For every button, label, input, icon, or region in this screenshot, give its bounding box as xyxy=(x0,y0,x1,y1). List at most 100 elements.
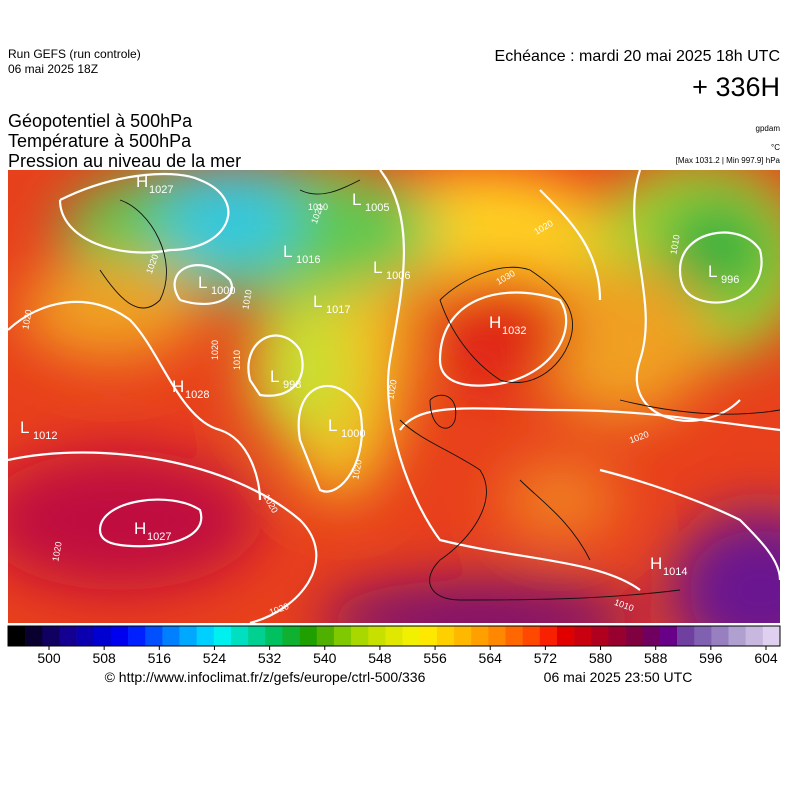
center-value: 1006 xyxy=(386,270,410,282)
colorbar-label: 580 xyxy=(589,650,613,666)
center-type: L xyxy=(373,258,382,277)
colorbar-swatch xyxy=(162,626,180,646)
colorbar-swatch xyxy=(8,626,26,646)
colorbar-label: 548 xyxy=(368,650,392,666)
colorbar-swatch xyxy=(213,626,232,646)
map xyxy=(8,170,780,623)
colorbar-swatch xyxy=(145,626,163,646)
center-value: 996 xyxy=(721,274,739,286)
colorbar-label: 516 xyxy=(148,650,172,666)
center-type: L xyxy=(708,262,717,281)
run: Run GEFS (run controle) xyxy=(8,47,141,61)
center-type: H xyxy=(134,519,146,538)
isobar-label: 1020 xyxy=(210,340,220,360)
center-value: 998 xyxy=(283,379,301,391)
colorbar-swatch xyxy=(316,626,335,646)
colorbar-swatch xyxy=(642,626,661,646)
center-value: 1012 xyxy=(33,430,57,442)
colorbar-swatch xyxy=(128,626,146,646)
center-type: L xyxy=(313,292,322,311)
center-type: H xyxy=(489,313,501,332)
colorbar-swatch xyxy=(248,626,266,646)
colorbar-swatch xyxy=(745,626,764,646)
colorbar-swatch xyxy=(25,626,43,646)
isobar-label: 1010 xyxy=(308,202,328,212)
colorbar-swatch xyxy=(110,626,129,646)
colorbar-swatch xyxy=(711,626,729,646)
colorbar-label: 556 xyxy=(423,650,447,666)
unit: °C xyxy=(771,143,780,152)
colorbar-label: 596 xyxy=(699,650,723,666)
center-type: H xyxy=(650,554,662,573)
colorbar-label: 564 xyxy=(479,650,503,666)
colorbar-frame xyxy=(7,625,781,647)
center-type: L xyxy=(283,242,292,261)
center-type: H xyxy=(172,377,184,396)
isobar-label: 1010 xyxy=(240,289,253,310)
lead-time: + 336H xyxy=(692,72,780,102)
colorbar-swatch xyxy=(231,626,249,646)
colorbar-swatch xyxy=(385,626,403,646)
center-value: 1016 xyxy=(296,254,320,266)
source-url: © http://www.infoclimat.fr/z/gefs/europe… xyxy=(105,669,426,685)
run-date: 06 mai 2025 18Z xyxy=(8,62,98,76)
center-value: 1000 xyxy=(341,428,365,440)
colorbar-label: 508 xyxy=(92,650,116,666)
colorbar-label: 588 xyxy=(644,650,668,666)
center-type: L xyxy=(352,190,361,209)
colorbar-swatch xyxy=(299,626,318,646)
isobar-label: 1020 xyxy=(385,379,398,400)
center-value: 1017 xyxy=(326,304,350,316)
colorbar-swatch xyxy=(368,626,386,646)
center-value: 1014 xyxy=(663,566,687,578)
colorbar-swatch xyxy=(574,626,592,646)
timestamp: 06 mai 2025 23:50 UTC xyxy=(544,669,693,685)
field: Géopotentiel à 500hPa xyxy=(8,111,193,131)
colorbar: 500 508 516 524 532 540 548 556 564 572 580 588 596 6… xyxy=(7,625,781,666)
center-value: 1028 xyxy=(185,389,209,401)
colorbar-swatch xyxy=(402,626,421,646)
field: Pression au niveau de la mer xyxy=(8,151,241,171)
isobar-label: 1010 xyxy=(668,234,681,255)
colorbar-swatch xyxy=(436,626,455,646)
colorbar-swatch xyxy=(762,626,781,646)
colorbar-label: 572 xyxy=(534,650,558,666)
colorbar-swatch xyxy=(282,626,300,646)
isobar-label: 1020 xyxy=(50,541,63,562)
colorbar-swatch xyxy=(591,626,609,646)
center-value: 1027 xyxy=(149,184,173,196)
center-type: L xyxy=(328,416,337,435)
colorbar-swatch xyxy=(42,626,60,646)
colorbar-swatch xyxy=(677,626,695,646)
center-value: 1005 xyxy=(365,202,389,214)
center-type: L xyxy=(20,418,29,437)
colorbar-swatch xyxy=(505,626,523,646)
colorbar-swatch xyxy=(471,626,489,646)
unit: [Max 1031.2 | Min 997.9] hPa xyxy=(676,156,781,165)
colorbar-label: 524 xyxy=(203,650,227,666)
colorbar-swatch xyxy=(608,626,626,646)
center-type: L xyxy=(198,273,207,292)
colorbar-label: 532 xyxy=(258,650,282,666)
field: Température à 500hPa xyxy=(8,131,192,151)
valid-time: Echéance : mardi 20 mai 2025 18h UTC xyxy=(495,48,780,65)
center-value: 1032 xyxy=(502,325,526,337)
colorbar-swatch xyxy=(76,626,95,646)
colorbar-swatch xyxy=(351,626,369,646)
center-type: H xyxy=(136,172,148,191)
unit: gpdam xyxy=(756,124,781,133)
colorbar-label: 604 xyxy=(754,650,778,666)
colorbar-swatch xyxy=(728,626,746,646)
center-value: 1027 xyxy=(147,531,171,543)
colorbar-swatch xyxy=(694,626,712,646)
colorbar-swatch xyxy=(196,626,215,646)
isobar-label: 1010 xyxy=(232,350,242,370)
colorbar-swatch xyxy=(556,626,575,646)
colorbar-swatch xyxy=(59,626,77,646)
isobar-label: 1020 xyxy=(350,459,363,480)
center-type: L xyxy=(270,367,279,386)
colorbar-swatch xyxy=(625,626,644,646)
colorbar-swatch xyxy=(93,626,112,646)
